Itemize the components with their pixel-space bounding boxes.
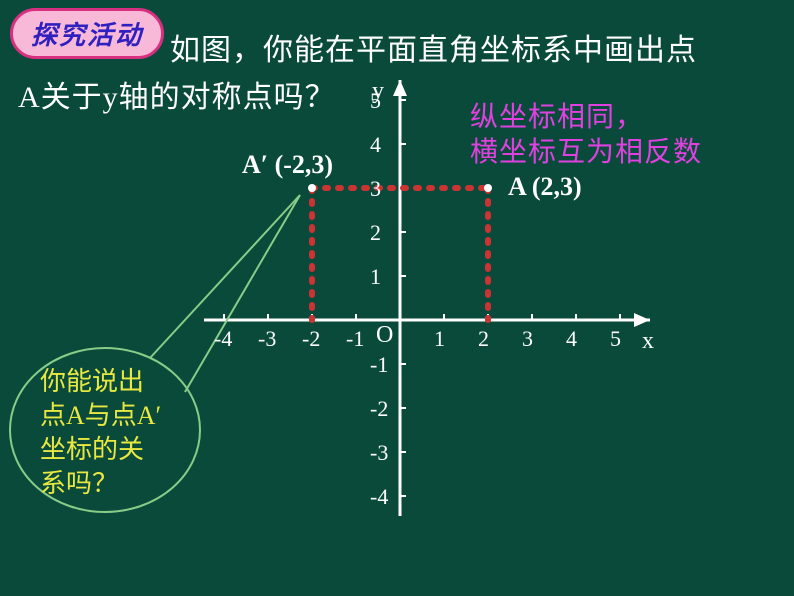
y-tick-2: 2 <box>370 220 381 246</box>
point-ap-label: A′ (-2,3) <box>242 150 333 180</box>
x-tick-1: 1 <box>434 326 445 352</box>
y-tick-4: 4 <box>370 132 381 158</box>
bubble-line-1: 你能说出 <box>40 365 161 399</box>
y-tick--4: -4 <box>370 484 388 510</box>
point-a-label: A (2,3) <box>508 172 582 202</box>
y-tick--2: -2 <box>370 396 388 422</box>
speech-bubble-text: 你能说出 点A与点A′ 坐标的关 系吗？ <box>40 365 161 501</box>
x-tick-3: 3 <box>522 326 533 352</box>
coordinate-chart <box>0 0 794 596</box>
y-tick--3: -3 <box>370 440 388 466</box>
bubble-line-4: 系吗？ <box>40 467 161 501</box>
x-tick--3: -3 <box>258 326 276 352</box>
x-tick-5: 5 <box>610 326 621 352</box>
origin-label: O <box>376 322 393 349</box>
y-tick-3: 3 <box>370 176 381 202</box>
bubble-line-3: 坐标的关 <box>40 433 161 467</box>
bubble-line-2: 点A与点A′ <box>40 399 161 433</box>
x-tick--2: -2 <box>302 326 320 352</box>
y-tick-5: 5 <box>370 88 381 114</box>
x-tick--4: -4 <box>214 326 232 352</box>
x-axis-label: x <box>642 328 654 355</box>
x-tick-4: 4 <box>566 326 577 352</box>
y-tick-1: 1 <box>370 264 381 290</box>
x-tick--1: -1 <box>346 326 364 352</box>
y-tick--1: -1 <box>370 352 388 378</box>
x-tick-2: 2 <box>478 326 489 352</box>
